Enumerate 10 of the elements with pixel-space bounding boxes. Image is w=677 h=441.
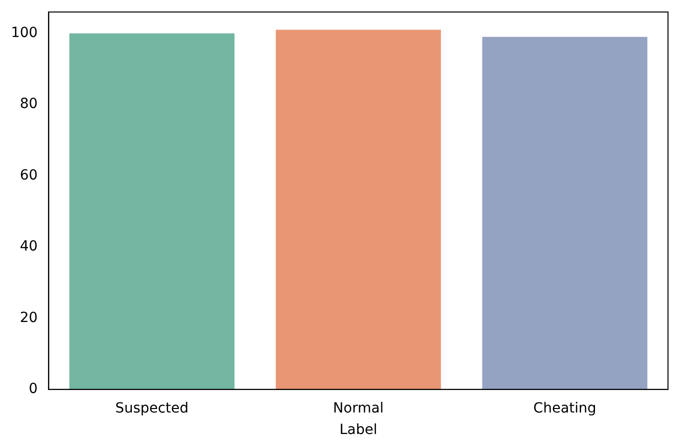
x-axis-title: Label	[339, 422, 378, 438]
y-tick-label: 0	[28, 381, 38, 398]
y-tick-label: 20	[20, 310, 38, 326]
y-tick-label: 100	[10, 25, 38, 42]
x-tick-label: Normal	[333, 400, 384, 416]
y-tick-label: 80	[20, 96, 38, 112]
x-tick-label: Suspected	[115, 400, 189, 416]
y-tick-label: 60	[20, 167, 38, 184]
y-tick-label: 40	[20, 238, 38, 255]
x-tick-label: Cheating	[533, 400, 596, 416]
